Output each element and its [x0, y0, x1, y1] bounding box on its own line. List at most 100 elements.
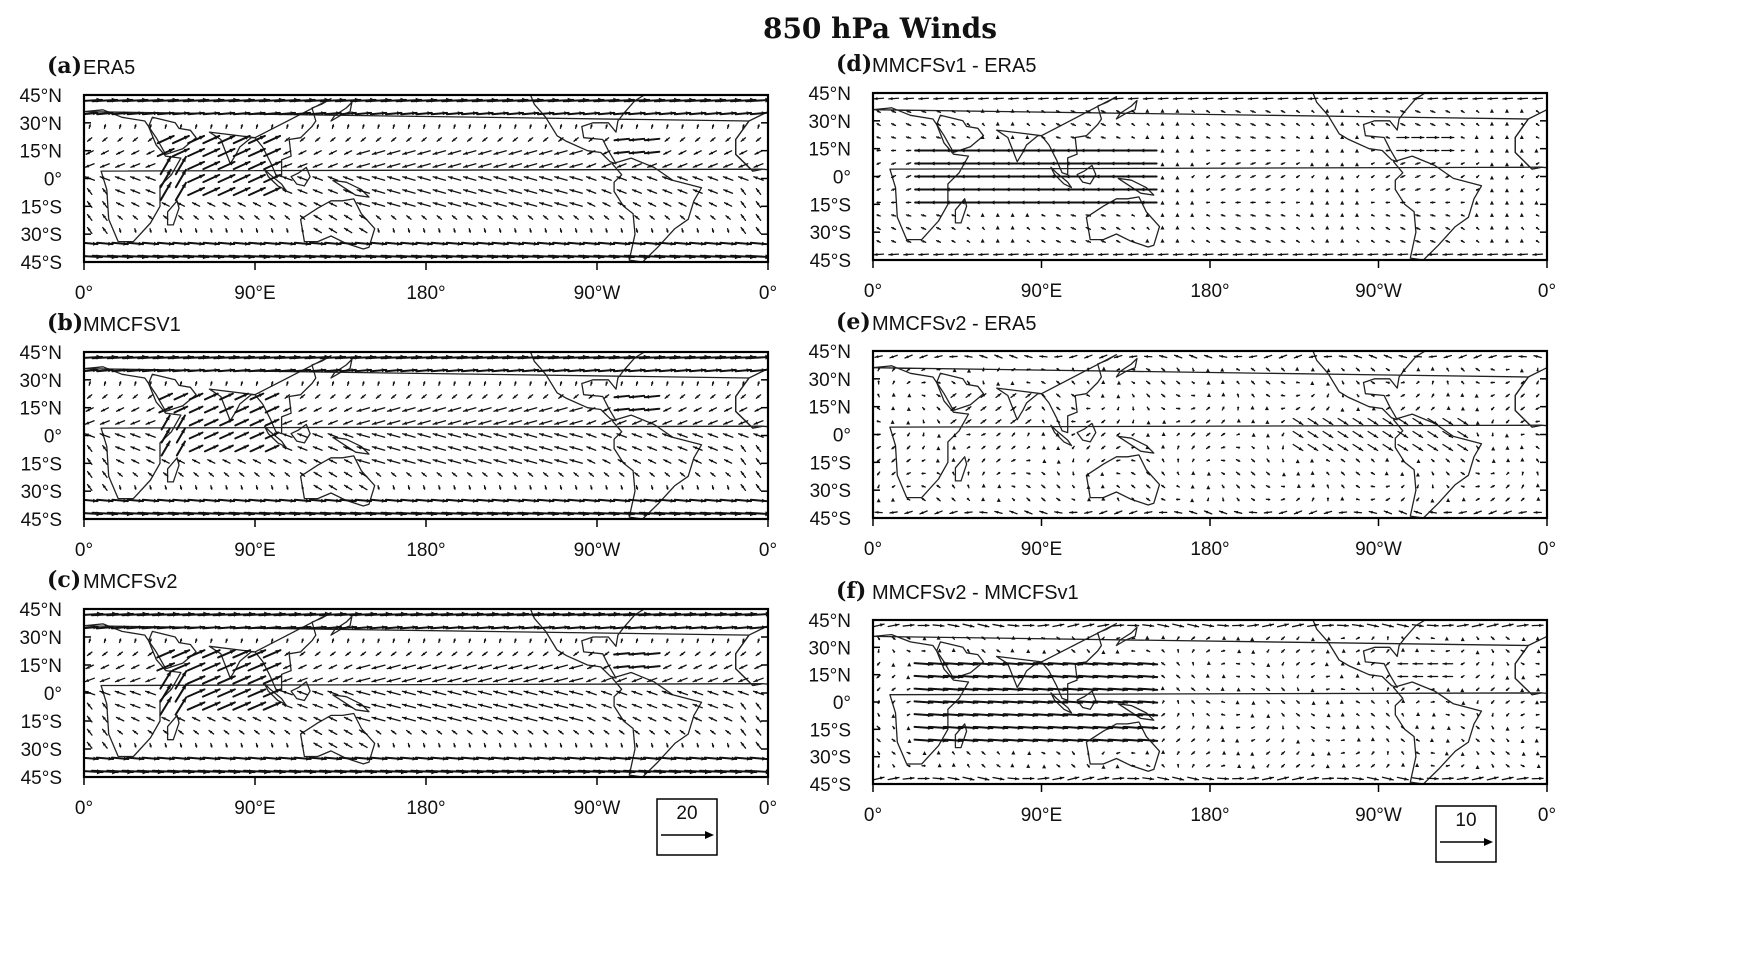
wind-vector	[360, 651, 367, 657]
wind-vector	[134, 124, 137, 129]
wind-vector	[542, 394, 549, 399]
wind-vector	[558, 651, 564, 657]
wind-vector	[558, 215, 564, 220]
wind-vector-head	[678, 151, 683, 155]
wind-vector	[262, 688, 282, 698]
wind-vector-head	[694, 202, 698, 206]
wind-vector	[407, 485, 411, 490]
wind-vector-head	[417, 164, 423, 168]
wind-vector-head	[396, 368, 402, 373]
wind-vector	[696, 638, 700, 644]
wind-vector-head	[478, 421, 484, 425]
wind-vector-head	[133, 730, 137, 734]
wind-vector	[377, 485, 381, 490]
wind-vector-head	[529, 639, 533, 643]
wind-vector	[498, 381, 502, 386]
wind-vector-head	[244, 111, 250, 116]
wind-vector-head	[285, 472, 289, 476]
wind-vector-head	[433, 151, 438, 155]
wind-vector-head	[624, 498, 630, 503]
wind-vector	[673, 625, 692, 630]
wind-vector-head	[412, 368, 417, 373]
wind-vector	[312, 446, 323, 451]
wind-vector	[134, 228, 137, 233]
coastline	[166, 200, 180, 226]
wind-vector	[447, 420, 462, 425]
wind-vector	[356, 407, 371, 412]
wind-vector	[529, 638, 533, 644]
wind-vector	[554, 407, 568, 412]
wind-vector-head	[448, 703, 453, 708]
wind-vector-head	[313, 730, 318, 734]
wind-vector-head	[711, 228, 715, 232]
wind-vector	[617, 716, 627, 722]
wind-vector	[132, 394, 139, 399]
wind-vector	[386, 407, 401, 412]
wind-vector-head	[402, 151, 408, 155]
wind-vector-head	[647, 446, 652, 450]
wind-vector	[711, 638, 715, 644]
wind-vector	[417, 202, 431, 207]
wind-vector-head	[164, 639, 168, 643]
wind-vector-head	[590, 485, 593, 489]
wind-vector	[386, 690, 401, 696]
wind-vector-head	[87, 471, 91, 476]
wind-vector	[401, 664, 417, 670]
wind-vector-head	[177, 459, 182, 463]
wind-vector	[512, 651, 519, 657]
wind-vector-head	[488, 498, 493, 503]
wind-vector	[354, 498, 373, 503]
wind-vector	[225, 228, 229, 233]
wind-vector-head	[741, 471, 745, 476]
wind-vector	[497, 729, 503, 735]
wind-vector-head	[214, 663, 220, 668]
wind-vector-head	[268, 717, 273, 721]
wind-vector-head	[329, 730, 333, 734]
wind-vector-head	[544, 382, 548, 386]
wind-vector-head	[509, 151, 514, 155]
wind-vector	[146, 459, 155, 464]
wind-vector-head	[693, 678, 698, 682]
wind-vector	[312, 703, 323, 709]
wind-vector-head	[387, 202, 392, 206]
wind-vector	[468, 485, 472, 490]
wind-vector	[327, 433, 339, 438]
wind-vector-head	[586, 690, 591, 695]
wind-vector-head	[558, 472, 563, 476]
coastline	[166, 457, 180, 483]
wind-vector	[323, 625, 343, 630]
wind-vector-head	[695, 472, 699, 476]
wind-vector-head	[103, 639, 107, 643]
wind-vector-head	[499, 228, 502, 232]
wind-vector	[586, 664, 596, 670]
wind-vector	[493, 176, 507, 181]
wind-vector	[356, 150, 371, 155]
wind-vector	[299, 651, 306, 657]
wind-vector-head	[167, 393, 173, 398]
wind-vector	[477, 677, 493, 683]
wind-vector-head	[647, 421, 652, 425]
wind-vector	[173, 392, 189, 401]
wind-vector-head	[756, 214, 760, 219]
wind-vector	[493, 189, 507, 194]
wind-vector	[642, 625, 662, 630]
wind-vector-head	[677, 176, 682, 180]
wind-vector-head	[329, 717, 334, 721]
wind-vector	[677, 677, 688, 683]
wind-vector	[662, 664, 672, 670]
wind-vector-head	[402, 176, 408, 180]
wind-vector-head	[184, 625, 190, 630]
wind-vector	[416, 716, 432, 722]
wind-vector-head	[617, 189, 622, 193]
wind-vector-head	[225, 485, 229, 489]
wind-vector	[460, 241, 479, 246]
wind-vector-head	[402, 703, 407, 708]
wind-vector-head	[708, 189, 713, 193]
wind-vector-head	[662, 690, 667, 695]
wind-vector	[719, 498, 737, 503]
x-tick-label: 0°	[75, 540, 93, 561]
wind-vector	[740, 715, 747, 723]
wind-vector	[662, 163, 673, 168]
wind-vector-head	[602, 459, 607, 463]
wind-vector-head	[119, 228, 122, 232]
